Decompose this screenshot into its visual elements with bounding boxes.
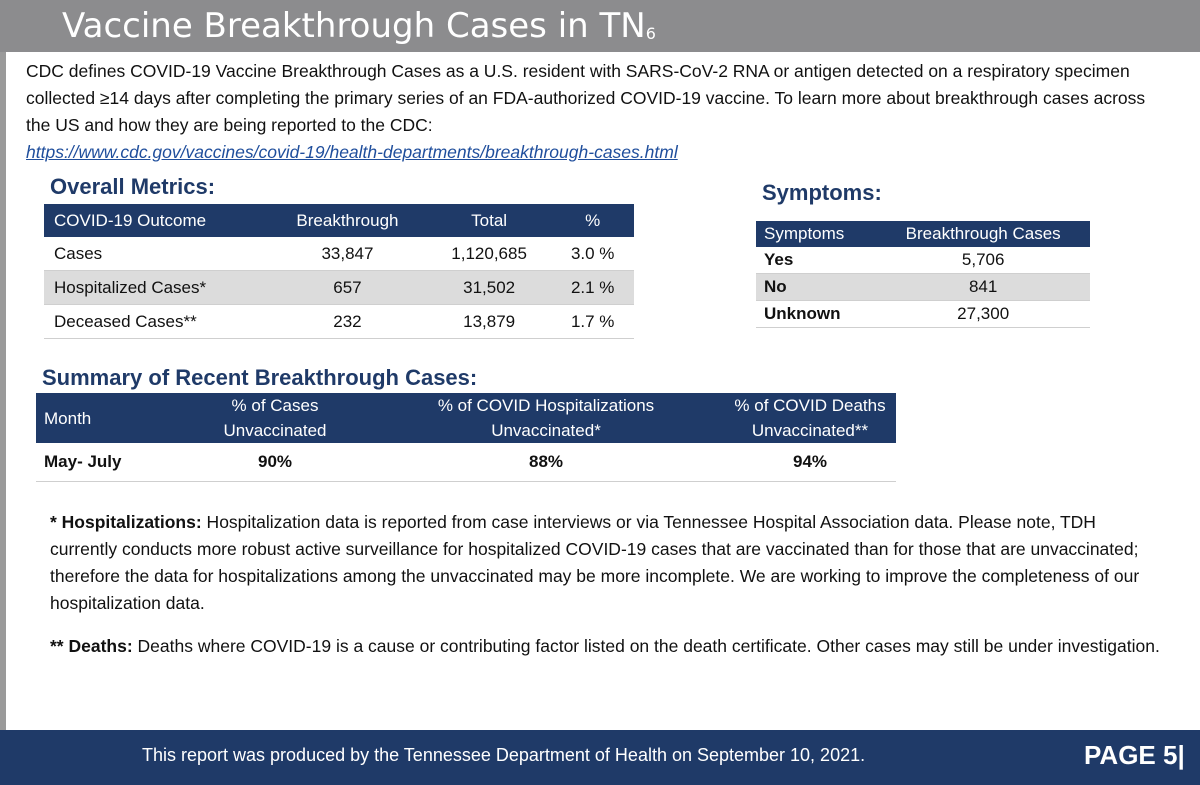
hosp-note-text: Hospitalization data is reported from ca… [50,512,1140,613]
table-row: Yes 5,706 [756,247,1090,274]
left-border [0,52,6,730]
hospitalizations-note: * Hospitalizations: Hospitalization data… [50,509,1160,617]
col-symptoms: Symptoms [756,221,877,247]
overall-metrics-table: COVID-19 Outcome Breakthrough Total % Ca… [44,204,634,339]
symptom-cell: Yes [756,247,877,274]
symptoms-header-row: Symptoms Breakthrough Cases [756,221,1090,247]
hosp-note-label: * Hospitalizations: [50,512,202,532]
outcome-cell: Deceased Cases** [44,304,269,339]
intro-paragraph: CDC defines COVID-19 Vaccine Breakthroug… [26,58,1146,166]
col-deaths-unvaccinated: % of COVID Deaths Unvaccinated** [724,393,896,443]
breakthrough-cell: 33,847 [268,237,427,271]
total-cell: 13,879 [426,304,552,339]
table-row: May- July 90% 88% 94% [36,443,896,482]
symptom-cell: No [756,273,877,301]
table-row: No 841 [756,273,1090,301]
page-number: PAGE 5| [1084,740,1185,770]
percent-cell: 3.0 % [551,237,634,271]
outcome-cell: Hospitalized Cases* [44,270,269,305]
table-row: Hospitalized Cases* 657 31,502 2.1 % [44,270,634,305]
deaths-note-text: Deaths where COVID-19 is a cause or cont… [132,636,1160,656]
count-cell: 841 [876,273,1090,301]
symptoms-title: Symptoms: [762,180,882,205]
month-cell: May- July [36,443,182,482]
percent-cell: 1.7 % [551,304,634,339]
table-row: Cases 33,847 1,120,685 3.0 % [44,237,634,271]
col-breakthrough-cases: Breakthrough Cases [876,221,1090,247]
hosp-cell: 88% [368,443,724,482]
table-row: Deceased Cases** 232 13,879 1.7 % [44,304,634,339]
col-month: Month [36,393,182,443]
col-total: Total [426,204,552,237]
col-hosp-unvaccinated: % of COVID Hospitalizations Unvaccinated* [368,393,724,443]
overall-metrics-title: Overall Metrics: [50,174,216,199]
page-header: Vaccine Breakthrough Cases in TN6 [0,0,1200,52]
summary-header-row: Month % of Cases Unvaccinated % of COVID … [36,393,896,443]
total-cell: 31,502 [426,270,552,305]
metrics-header-row: COVID-19 Outcome Breakthrough Total % [44,204,634,237]
percent-cell: 2.1 % [551,270,634,305]
cases-cell: 90% [182,443,368,482]
title-footnote-number: 6 [645,24,656,43]
count-cell: 5,706 [876,247,1090,274]
outcome-cell: Cases [44,237,269,271]
col-percent: % [551,204,634,237]
page-footer: This report was produced by the Tennesse… [0,730,1200,785]
page-title: Vaccine Breakthrough Cases in TN6 [62,6,656,46]
summary-title: Summary of Recent Breakthrough Cases: [42,365,478,390]
breakthrough-cell: 657 [268,270,427,305]
intro-text: CDC defines COVID-19 Vaccine Breakthroug… [26,61,1146,135]
table-row: Unknown 27,300 [756,300,1090,328]
cdc-link[interactable]: https://www.cdc.gov/vaccines/covid-19/he… [26,142,678,162]
total-cell: 1,120,685 [426,237,552,271]
symptoms-table: Symptoms Breakthrough Cases Yes 5,706 No… [756,221,1090,328]
breakthrough-cell: 232 [268,304,427,339]
col-cases-unvaccinated: % of Cases Unvaccinated [182,393,368,443]
deaths-note: ** Deaths: Deaths where COVID-19 is a ca… [50,633,1160,660]
deaths-cell: 94% [724,443,896,482]
footer-credit: This report was produced by the Tennesse… [142,745,866,765]
summary-table: Month % of Cases Unvaccinated % of COVID … [36,393,896,482]
col-breakthrough: Breakthrough [268,204,427,237]
col-outcome: COVID-19 Outcome [44,204,269,237]
symptom-cell: Unknown [756,300,877,328]
count-cell: 27,300 [876,300,1090,328]
deaths-note-label: ** Deaths: [50,636,133,656]
